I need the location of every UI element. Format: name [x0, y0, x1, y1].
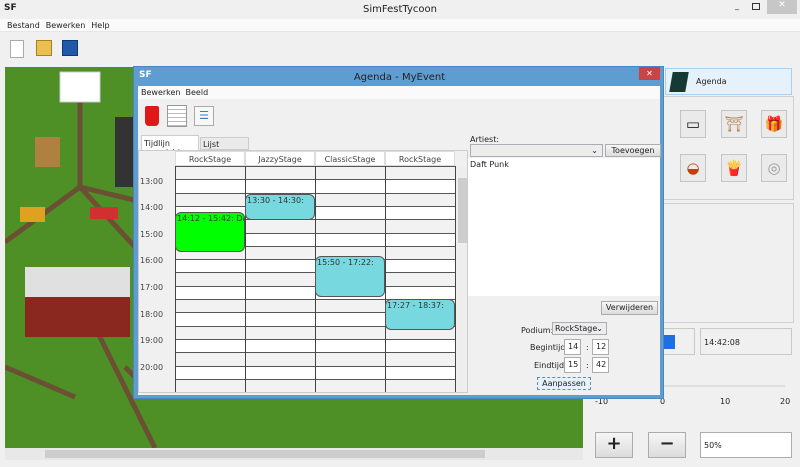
stage-header: RockStage	[175, 151, 245, 166]
title-bar: SF SimFestTycoon _ ✕	[0, 0, 800, 18]
scroll-thumb[interactable]	[458, 178, 467, 243]
begin-hour-field[interactable]: 14	[564, 339, 581, 355]
event-block[interactable]: 14:12 - 15:42: Daft P	[175, 212, 245, 253]
zoom-level-field: 50%	[700, 432, 792, 458]
event-block[interactable]: 17:27 - 18:37:	[385, 298, 455, 330]
food-icon[interactable]: ◒	[680, 154, 706, 182]
stage-header: ClassicStage	[315, 151, 385, 166]
timeline-panel: RockStage JazzyStage ClassicStage RockStage…	[138, 150, 468, 393]
add-artist-button[interactable]: Toevoegen	[605, 144, 661, 157]
time-slider[interactable]: -10 0 10 20	[593, 385, 793, 406]
hour-label: 16:00	[140, 256, 164, 266]
podium-select[interactable]: RockStage ⌄	[552, 322, 607, 335]
app-logo: SF	[4, 3, 17, 13]
dialog-close-button[interactable]: ✕	[639, 67, 660, 80]
slider-tick: 0	[660, 397, 666, 406]
slider-track[interactable]	[593, 385, 785, 387]
end-minute-field[interactable]: 42	[592, 357, 609, 373]
event-label: 17:27 - 18:37:	[387, 300, 444, 310]
slider-tick: 20	[780, 397, 791, 406]
new-file-icon[interactable]	[10, 40, 24, 58]
hour-label: 19:00	[140, 336, 164, 346]
apply-button[interactable]: Aanpassen	[537, 377, 591, 390]
grid-column-line	[175, 166, 176, 392]
hour-label: 20:00	[140, 362, 164, 372]
fries-icon[interactable]: 🍟	[721, 154, 747, 182]
save-icon[interactable]	[62, 40, 78, 56]
grid-column-line	[455, 166, 456, 392]
stage-header: JazzyStage	[245, 151, 315, 166]
end-label: Eindtijd:	[534, 361, 567, 370]
minimize-button[interactable]: _	[735, 1, 739, 10]
scroll-thumb[interactable]	[45, 450, 485, 458]
trash-icon[interactable]	[145, 106, 159, 126]
dialog-title: Agenda - MyEvent	[353, 72, 446, 83]
road-icon[interactable]: ▭	[680, 110, 706, 138]
artist-list-item[interactable]: Daft Punk	[470, 160, 509, 169]
menu-bewerken[interactable]: Bewerken	[45, 20, 86, 30]
grid-column-line	[245, 166, 246, 392]
remove-button[interactable]: Verwijderen	[601, 301, 658, 315]
chevron-down-icon: ⌄	[591, 146, 598, 155]
blue-square-icon	[661, 335, 675, 349]
event-label: 15:50 - 17:22:	[317, 257, 374, 267]
stage-header: RockStage	[385, 151, 455, 166]
menu-beeld[interactable]: Beeld	[185, 88, 209, 97]
hour-label: 15:00	[140, 229, 164, 239]
info-panel	[663, 203, 794, 323]
chevron-down-icon: ⌄	[596, 324, 603, 333]
agenda-book-icon	[669, 72, 689, 92]
artist-list[interactable]: Daft Punk	[468, 158, 660, 296]
timeline-vertical-scrollbar[interactable]	[457, 166, 467, 392]
dialog-logo: SF	[139, 70, 152, 80]
list-view-icon[interactable]: ☰	[194, 106, 214, 126]
close-button[interactable]: ✕	[767, 0, 797, 14]
window-title: SimFestTycoon	[363, 4, 437, 15]
hour-label: 18:00	[140, 309, 164, 319]
clock-display: 14:42:08	[700, 328, 792, 355]
artist-label: Artiest:	[470, 135, 500, 144]
begin-label: Begintijd:	[530, 343, 569, 352]
event-label: 13:30 - 14:30:	[247, 195, 304, 205]
hour-label: 14:00	[140, 203, 164, 213]
gate-icon[interactable]: ⛩	[721, 110, 747, 138]
zoom-out-button[interactable]: −	[648, 432, 686, 458]
agenda-label: Agenda	[696, 77, 727, 86]
hour-label: 17:00	[140, 282, 164, 292]
artist-select[interactable]: ⌄	[470, 144, 603, 157]
zoom-in-button[interactable]: +	[595, 432, 633, 458]
time-separator: :	[586, 343, 589, 352]
event-block[interactable]: 13:30 - 14:30:	[245, 193, 315, 221]
menu-bewerken[interactable]: Bewerken	[141, 88, 181, 97]
grid-row	[175, 392, 455, 393]
event-label: 14:12 - 15:42: Daft P	[177, 214, 244, 224]
agenda-button[interactable]: Agenda	[665, 68, 792, 95]
speed-button[interactable]	[660, 328, 695, 355]
agenda-dialog: SF Agenda - MyEvent ✕ Bewerken Beeld ☰ T…	[133, 66, 664, 399]
slider-tick: -10	[595, 397, 609, 406]
maximize-button[interactable]	[752, 3, 760, 10]
dialog-body: Bewerken Beeld ☰ Tijdlijn overzicht Lijs…	[138, 86, 661, 395]
timeline-view-icon[interactable]	[167, 105, 187, 127]
menu-bar: Bestand Bewerken Help	[0, 19, 800, 32]
grid-column-line	[385, 166, 386, 392]
event-block[interactable]: 15:50 - 17:22:	[315, 255, 385, 297]
menu-bestand[interactable]: Bestand	[7, 20, 40, 30]
gift-icon[interactable]: 🎁	[761, 110, 787, 138]
menu-help[interactable]: Help	[91, 20, 110, 30]
slider-tick: 10	[720, 397, 731, 406]
dialog-menu-bar: Bewerken Beeld	[138, 86, 660, 99]
tab-lijst[interactable]: Lijst overzicht	[200, 137, 249, 158]
time-separator: :	[586, 361, 589, 370]
toilet-paper-icon[interactable]: ◎	[761, 154, 787, 182]
end-hour-field[interactable]: 15	[564, 357, 581, 373]
hour-label: 13:00	[140, 176, 164, 186]
tab-tijdlijn[interactable]: Tijdlijn overzicht	[141, 135, 199, 157]
begin-minute-field[interactable]: 12	[592, 339, 609, 355]
open-folder-icon[interactable]	[36, 40, 52, 56]
map-horizontal-scrollbar[interactable]	[5, 448, 583, 460]
podium-label: Podium:	[521, 326, 554, 335]
